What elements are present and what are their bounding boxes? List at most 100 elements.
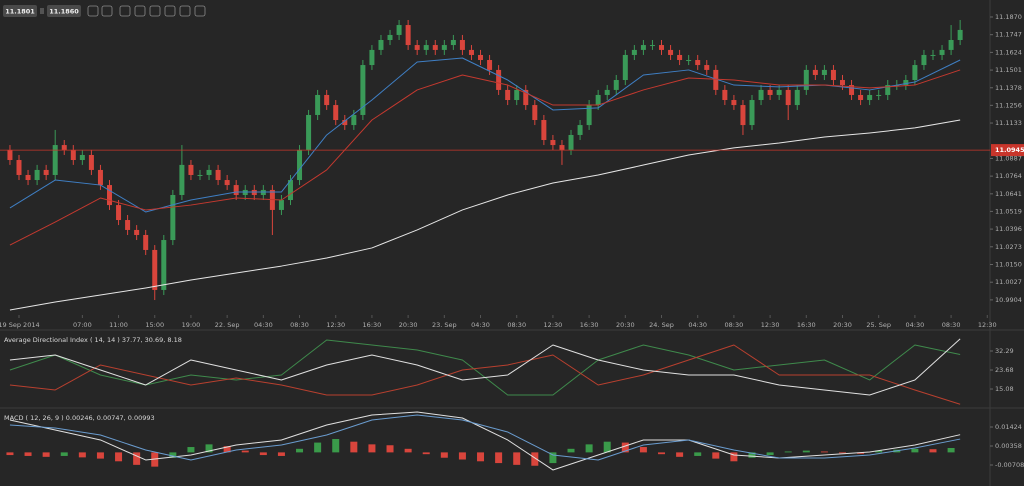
candle-body: [903, 80, 909, 86]
y-tick-label: 32.29: [995, 347, 1014, 355]
candle-body: [767, 89, 773, 95]
x-tick-label: 12:30: [326, 321, 345, 329]
candle-body: [152, 249, 158, 290]
candle-body: [659, 45, 665, 50]
settings-button[interactable]: [179, 5, 191, 17]
y-tick-label: 11.1624: [995, 48, 1022, 56]
candle-body: [116, 205, 122, 221]
candle-body: [405, 25, 411, 46]
candle-body: [912, 65, 918, 81]
y-tick-label: 0.00358: [995, 442, 1022, 450]
moving-average: [9, 119, 961, 311]
zoom-out-button[interactable]: [101, 5, 113, 17]
y-tick-label: 11.0641: [995, 190, 1022, 198]
candle-body: [876, 94, 882, 96]
candle-body: [776, 89, 782, 95]
x-tick-label: 04:30: [688, 321, 707, 329]
candle-body: [559, 145, 565, 150]
histogram-bar: [332, 439, 340, 453]
histogram-bar: [277, 452, 285, 456]
y-tick-label: 11.1870: [995, 13, 1022, 21]
x-tick-label: 08:30: [725, 321, 744, 329]
candle-body: [957, 29, 963, 41]
histogram-bar: [6, 452, 14, 456]
candle-body: [7, 149, 13, 161]
draw-button[interactable]: [164, 5, 176, 17]
y-tick-label: 11.0396: [995, 225, 1022, 233]
histogram-bar: [875, 450, 883, 453]
candle-body: [550, 140, 556, 146]
histogram-bar: [259, 452, 267, 456]
quote-header: 11.1801 11.1860: [3, 5, 81, 17]
candle-body: [785, 89, 791, 106]
candle-body: [631, 49, 637, 55]
histogram-bar: [60, 452, 68, 456]
histogram-bar: [314, 442, 322, 453]
candle-body: [541, 120, 547, 141]
candle-body: [821, 69, 827, 75]
x-tick-label: 20:30: [616, 321, 635, 329]
histogram-bar: [350, 441, 358, 453]
histogram-bar: [115, 452, 123, 462]
histogram-bar: [151, 452, 159, 467]
y-tick-label: 11.0150: [995, 260, 1022, 268]
chart-type-button[interactable]: [134, 5, 146, 17]
zoom-in-button[interactable]: [87, 5, 99, 17]
screenshot-button[interactable]: [194, 5, 206, 17]
candle-body: [505, 89, 511, 101]
candle-body: [97, 169, 103, 186]
candle-body: [496, 69, 502, 90]
candle-body: [342, 120, 348, 126]
x-tick-label: 15:00: [145, 321, 164, 329]
histogram-bar: [748, 452, 756, 458]
histogram-bar: [495, 452, 503, 464]
candle-body: [704, 65, 710, 70]
histogram-bar: [513, 452, 521, 465]
candle-body: [921, 54, 927, 66]
y-tick-label: 11.0027: [995, 278, 1022, 286]
candle-body: [930, 54, 936, 56]
panel-title: Average Directional Index ( 14, 14 ) 37.…: [4, 336, 182, 344]
histogram-bar: [96, 452, 104, 459]
histogram-bar: [296, 448, 304, 453]
toolbar: [87, 5, 206, 17]
candle-body: [731, 100, 737, 106]
candle-body: [858, 94, 864, 101]
y-tick-label: 11.1133: [995, 119, 1022, 127]
bid-box: [3, 5, 37, 17]
candle-body: [242, 189, 248, 195]
candle-body: [640, 45, 646, 50]
candle-body: [867, 94, 873, 101]
histogram-bar: [911, 448, 919, 453]
indicator-line: [9, 338, 961, 396]
candle-body: [649, 45, 655, 47]
x-tick-label: 12:30: [544, 321, 563, 329]
histogram-bar: [766, 452, 774, 456]
candle-body: [161, 240, 167, 290]
histogram-bar: [169, 452, 177, 458]
x-tick-label: 12:30: [761, 321, 780, 329]
x-tick-label: 04:30: [471, 321, 490, 329]
indicator-line: [9, 411, 961, 471]
candle-body: [478, 54, 484, 61]
histogram-bar: [422, 452, 430, 455]
candle-body: [686, 60, 692, 62]
y-tick-label: 11.1378: [995, 84, 1022, 92]
candle-body: [794, 89, 800, 106]
histogram-bar: [730, 452, 738, 462]
histogram-bar: [585, 444, 593, 453]
candle-body: [695, 60, 701, 66]
candle-body: [25, 174, 31, 181]
x-tick-label: 12:30: [978, 321, 997, 329]
candle-body: [16, 160, 22, 175]
candle-body: [297, 149, 303, 181]
timeframe-button[interactable]: [119, 5, 131, 17]
candle-body: [604, 89, 610, 95]
indicator-button[interactable]: [149, 5, 161, 17]
panel-title: MACD ( 12, 26, 9 ) 0.00246, 0.00747, 0.0…: [4, 414, 155, 422]
x-tick-label: 16:30: [363, 321, 382, 329]
histogram-bar: [477, 452, 485, 462]
x-tick-label: 08:30: [290, 321, 309, 329]
candle-body: [414, 45, 420, 50]
